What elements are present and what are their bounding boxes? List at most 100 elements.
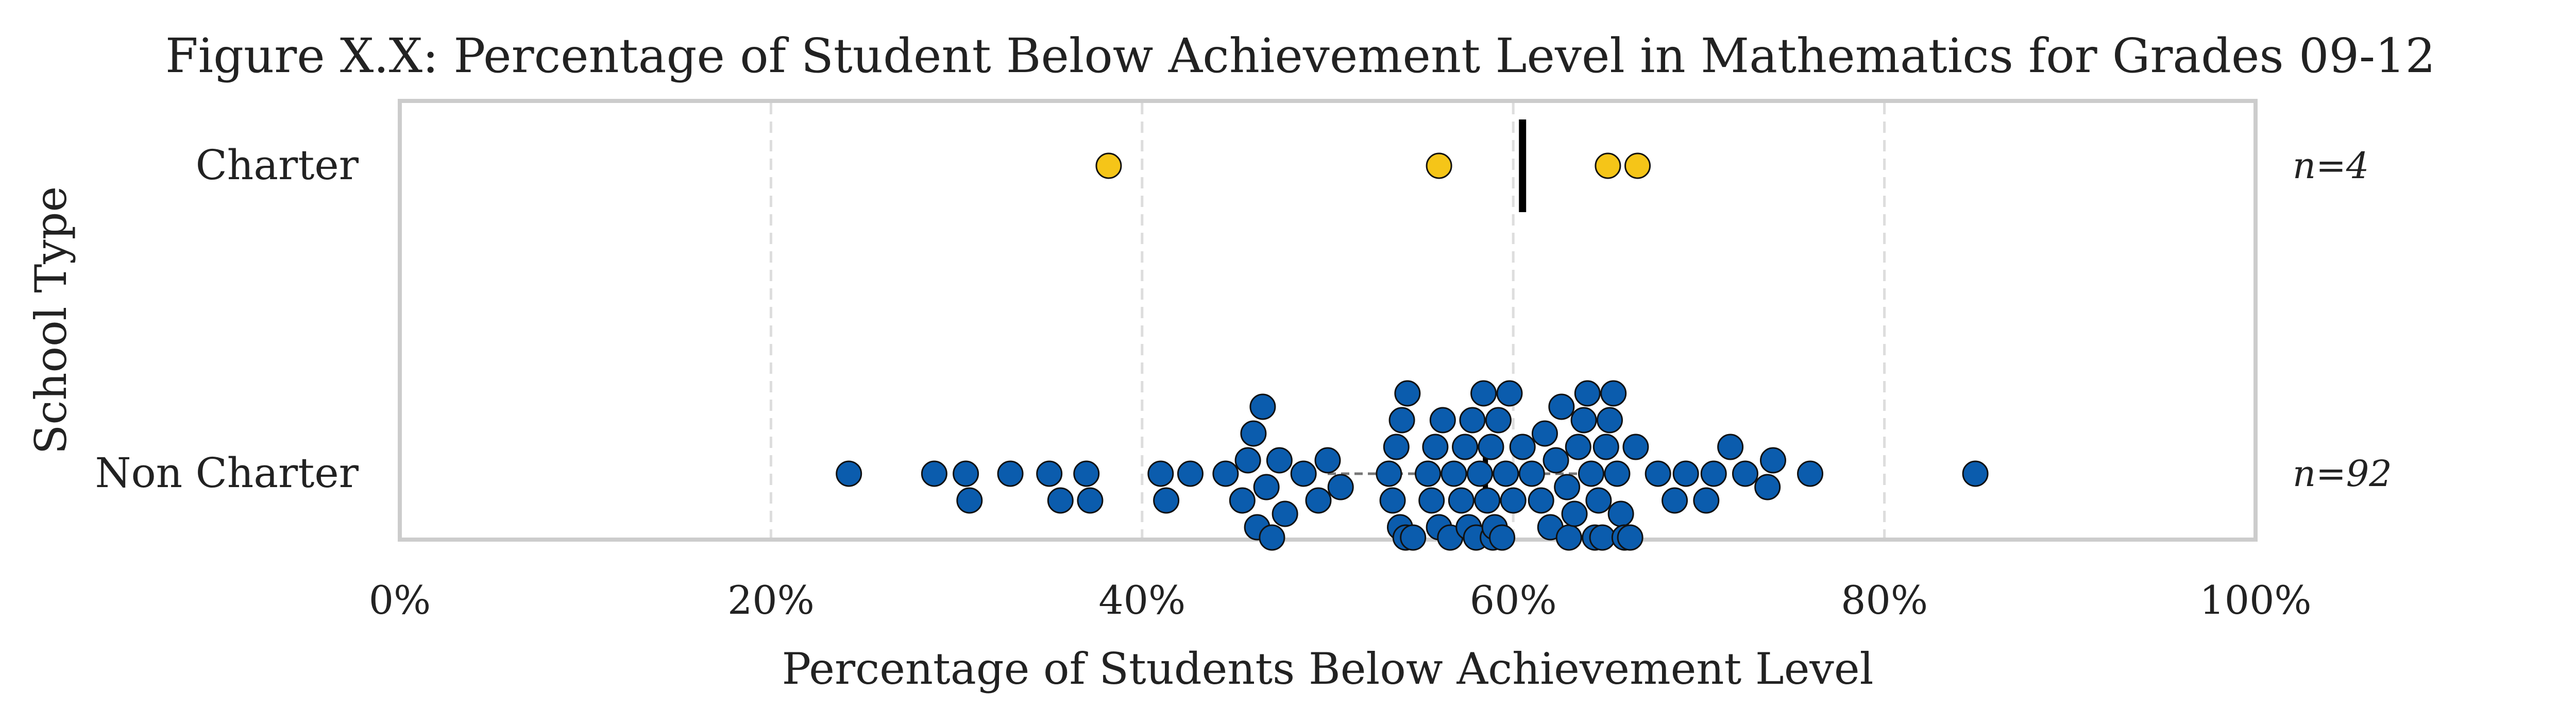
data-point [1672,460,1699,487]
data-point [1597,407,1623,434]
data-point [1561,500,1588,527]
data-point [1153,487,1180,514]
data-point [1290,460,1317,487]
data-point [1565,434,1591,460]
data-point [1604,460,1631,487]
data-point [921,460,947,487]
data-point [1585,487,1612,514]
data-point [1500,487,1527,514]
data-point [1589,524,1616,551]
data-point [1592,434,1619,460]
data-point [1474,487,1501,514]
data-point [1459,407,1486,434]
data-point [1147,460,1174,487]
data-point [1418,487,1445,514]
data-point [1717,434,1744,460]
data-point [1249,393,1276,420]
data-point [1415,460,1442,487]
data-point [1305,487,1332,514]
data-point [1253,474,1280,500]
x-tick-labels: 0% 20% 40% 60% 80% 100% [369,577,2312,623]
data-point [1624,152,1651,179]
data-point [1607,500,1634,527]
data-point [1485,407,1512,434]
data-point [1379,487,1406,514]
data-point [1177,460,1204,487]
data-point [953,460,979,487]
n-labels: n=4 n=92 [2293,145,2392,495]
data-point [1240,420,1267,447]
data-point [1077,487,1104,514]
y-category-label: Charter [196,141,359,189]
chart-title: Figure X.X: Percentage of Student Below … [165,28,2435,83]
x-axis-label: Percentage of Students Below Achievement… [782,644,1874,694]
data-point [1600,380,1627,407]
data-point [1478,434,1504,460]
data-point [1700,460,1727,487]
y-axis-label: School Type [26,186,76,454]
x-tick-label: 20% [727,577,815,623]
data-point [1095,152,1122,179]
data-point [1555,524,1582,551]
x-tick-label: 60% [1470,577,1557,623]
data-point [1662,487,1688,514]
data-point [1493,460,1519,487]
data-points [836,152,1989,551]
data-point [1617,524,1643,551]
data-point [1429,407,1456,434]
data-point [1314,447,1341,474]
data-point [1422,434,1449,460]
data-point [1234,447,1261,474]
data-point [1229,487,1256,514]
n-label: n=92 [2293,453,2392,495]
data-point [1327,474,1354,500]
data-point [1595,152,1621,179]
x-tick-label: 0% [369,577,431,623]
data-point [1732,460,1758,487]
x-tick-label: 80% [1841,577,1928,623]
data-point [1426,152,1452,179]
data-point [1466,460,1493,487]
data-point [1489,524,1516,551]
data-point [1376,460,1402,487]
data-point [1259,524,1285,551]
data-point [1554,474,1581,500]
data-point [1518,460,1545,487]
data-point [1272,500,1298,527]
x-tick-label: 40% [1098,577,1185,623]
data-point [1383,434,1410,460]
n-label: n=4 [2293,145,2369,187]
data-point [1496,380,1523,407]
data-point [1394,380,1421,407]
data-point [1212,460,1239,487]
data-point [1470,380,1497,407]
data-point [1570,407,1597,434]
data-point [1073,460,1100,487]
data-point [1528,487,1554,514]
data-point [1440,460,1467,487]
data-point [1509,434,1536,460]
data-point [1574,380,1601,407]
data-point [1548,393,1575,420]
y-category-label: Non Charter [95,449,359,497]
data-point [1400,524,1427,551]
data-point [1622,434,1649,460]
data-point [1797,460,1824,487]
data-point [1448,487,1475,514]
data-point [1047,487,1074,514]
data-point [1036,460,1063,487]
data-point [1388,407,1415,434]
data-point [997,460,1024,487]
data-point [1531,420,1558,447]
data-point [1754,474,1781,500]
data-point [1962,460,1989,487]
data-point [1452,434,1479,460]
y-category-labels: Charter Non Charter [95,141,359,497]
data-point [1693,487,1720,514]
data-point [1645,460,1671,487]
data-point [1578,460,1604,487]
data-point [1266,447,1293,474]
data-point [956,487,983,514]
data-point [1759,447,1786,474]
